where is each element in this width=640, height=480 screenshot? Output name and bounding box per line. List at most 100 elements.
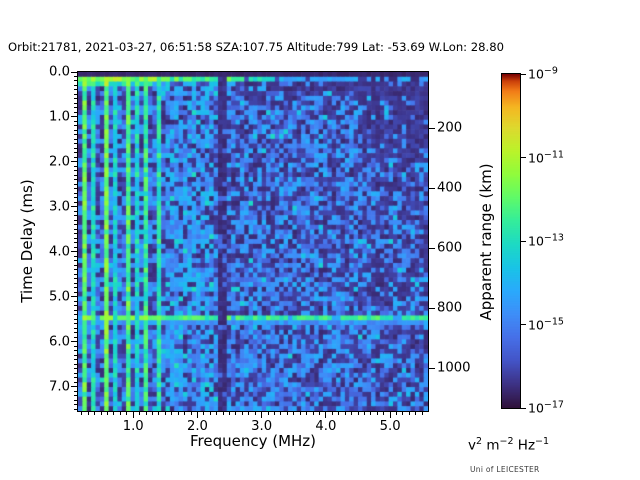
y-minor-tick [74, 255, 77, 257]
colorbar-tick [521, 240, 526, 242]
y2-major-tick [429, 247, 435, 249]
x-minor-tick [177, 412, 179, 415]
x-minor-tick [402, 412, 404, 415]
x-tick-label: 2.0 [186, 419, 208, 434]
y-minor-tick [74, 93, 77, 95]
y2-major-tick [429, 367, 435, 369]
y2-major-tick [429, 307, 435, 309]
y-minor-tick [74, 89, 77, 91]
x-minor-tick [363, 412, 365, 415]
x-minor-tick [203, 412, 205, 415]
y-minor-tick [74, 377, 77, 379]
x-minor-tick [241, 412, 243, 415]
x-minor-tick [248, 412, 250, 415]
colorbar-frame [501, 73, 521, 409]
x-minor-tick [190, 412, 192, 415]
x-minor-tick [209, 412, 211, 415]
y2-major-tick [429, 127, 435, 129]
y-minor-tick [74, 188, 77, 190]
y-minor-tick [74, 368, 77, 370]
x-minor-tick [107, 412, 109, 415]
y-major-tick [71, 206, 77, 208]
y-minor-tick [74, 183, 77, 185]
x-minor-tick [216, 412, 218, 415]
y-minor-tick [74, 381, 77, 383]
y-minor-tick [74, 210, 77, 212]
x-minor-tick [351, 412, 353, 415]
colorbar-tick [521, 324, 526, 325]
x-minor-tick [267, 412, 269, 415]
x-minor-tick [286, 412, 288, 415]
y-minor-tick [74, 278, 77, 280]
colorbar-tick [521, 73, 526, 75]
colorbar [502, 74, 520, 408]
spectrogram-heatmap [78, 72, 428, 411]
y-minor-tick [74, 129, 77, 131]
y-major-tick [71, 161, 77, 163]
y-tick-label: 1.0 [49, 109, 70, 125]
x-minor-tick [299, 412, 301, 415]
y-minor-tick [74, 246, 77, 248]
colorbar-tick-label: 10−11 [528, 149, 564, 166]
y-minor-tick [74, 107, 77, 109]
colorbar-tick [521, 407, 526, 409]
y-minor-tick [74, 120, 77, 122]
y-minor-tick [74, 404, 77, 406]
y-minor-tick [74, 179, 77, 181]
y2-tick-label: 1000 [437, 360, 471, 376]
y-minor-tick [74, 165, 77, 167]
y-minor-tick [74, 309, 77, 311]
y-minor-tick [74, 372, 77, 374]
colorbar-tick-label: 10−15 [528, 316, 564, 333]
y-minor-tick [74, 125, 77, 127]
y-minor-tick [74, 143, 77, 145]
credit-label: Uni of LEICESTER [470, 465, 540, 474]
x-minor-tick [151, 412, 153, 415]
y-minor-tick [74, 314, 77, 316]
y-minor-tick [74, 354, 77, 356]
x-minor-tick [396, 412, 398, 415]
y-minor-tick [74, 282, 77, 284]
y-minor-tick [74, 75, 77, 77]
y-minor-tick [74, 242, 77, 244]
x-minor-tick [421, 412, 423, 415]
x-minor-tick [318, 412, 320, 415]
y-minor-tick [74, 102, 77, 104]
y-minor-tick [74, 134, 77, 136]
x-minor-tick [164, 412, 166, 415]
y-minor-tick [74, 359, 77, 361]
x-minor-tick [344, 412, 346, 415]
colorbar-tick-label: 10−17 [528, 399, 564, 416]
x-minor-tick [338, 412, 340, 415]
x-minor-tick [383, 412, 385, 415]
x-minor-tick [100, 412, 102, 415]
x-minor-tick [306, 412, 308, 415]
y-minor-tick [74, 170, 77, 172]
plot-frame [77, 71, 429, 412]
y-tick-label: 6.0 [49, 334, 70, 350]
y-minor-tick [74, 237, 77, 239]
x-minor-tick [113, 412, 115, 415]
y-major-tick [71, 341, 77, 343]
y-minor-tick [74, 80, 77, 82]
y-minor-tick [74, 138, 77, 140]
y-major-tick [71, 386, 77, 388]
x-minor-tick [280, 412, 282, 415]
y-minor-tick [74, 201, 77, 203]
x-major-tick [389, 412, 391, 418]
y-minor-tick [74, 390, 77, 392]
y-minor-tick [74, 192, 77, 194]
y-minor-tick [74, 215, 77, 217]
y-tick-label: 5.0 [49, 289, 70, 305]
y-minor-tick [74, 350, 77, 352]
y-minor-tick [74, 318, 77, 320]
x-major-tick [325, 412, 327, 418]
y-tick-label: 7.0 [49, 379, 70, 395]
x-minor-tick [119, 412, 121, 415]
y-minor-tick [74, 197, 77, 199]
y-minor-tick [74, 300, 77, 302]
x-minor-tick [415, 412, 417, 415]
y-minor-tick [74, 84, 77, 86]
y-minor-tick [74, 327, 77, 329]
